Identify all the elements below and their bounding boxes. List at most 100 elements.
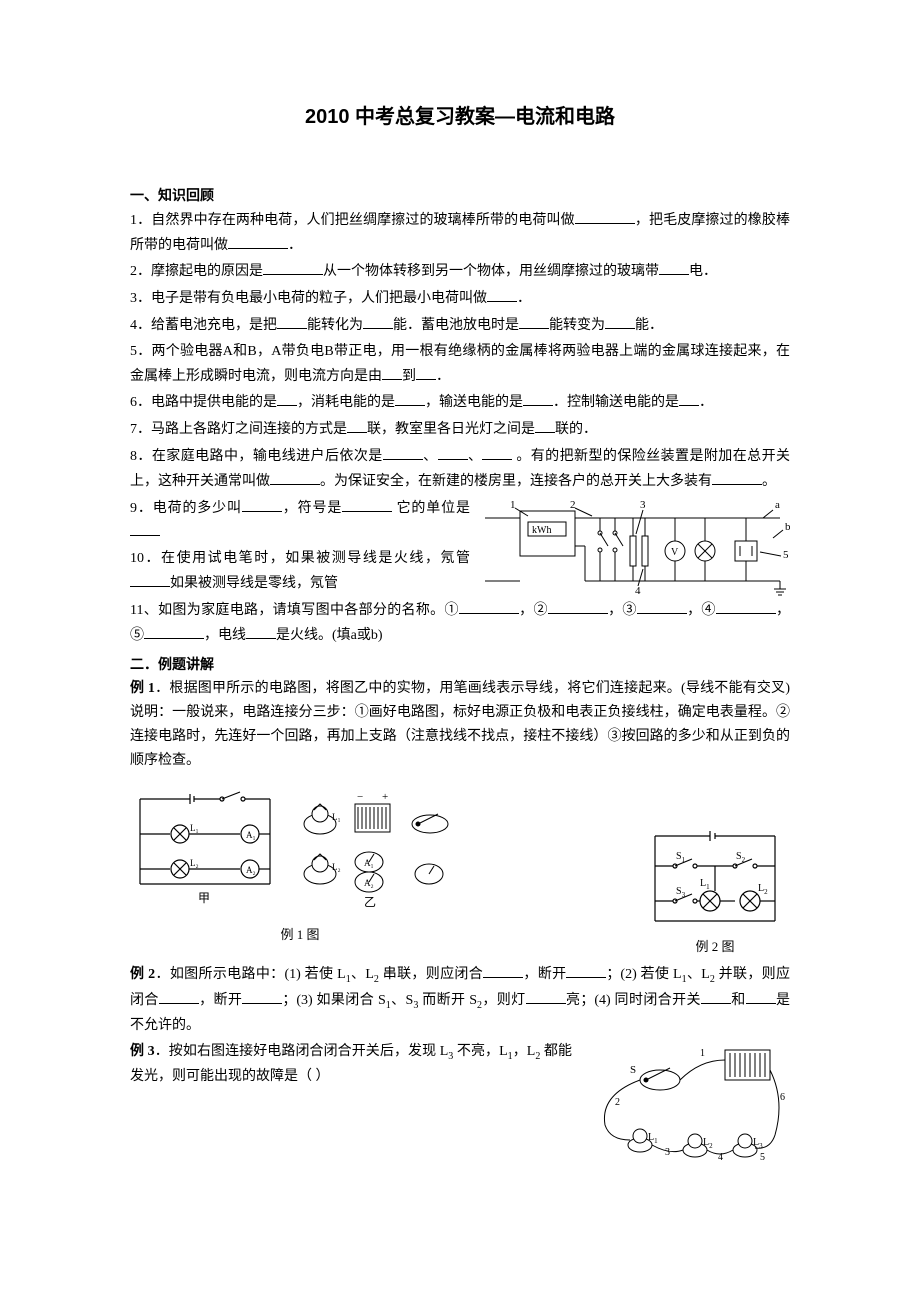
svg-text:2: 2 — [615, 1097, 620, 1108]
blank — [263, 259, 323, 275]
q5-text-b: 到 — [402, 369, 416, 384]
svg-text:A₁: A₁ — [246, 830, 256, 840]
svg-text:L₁: L₁ — [332, 812, 341, 822]
blank — [637, 598, 687, 614]
q8: 8．在家庭电路中，输电线进户后依次是、、 。有的把新型的保险丝装置是附加在总开关… — [130, 444, 790, 494]
svg-text:L1: L1 — [648, 1132, 658, 1145]
ex2-d: ，断开 — [523, 967, 566, 982]
q1-text-a: 1．自然界中存在两种电荷，人们把丝绸摩擦过的玻璃棒所带的电荷叫做 — [130, 213, 575, 228]
ex2-l: ，则灯 — [482, 993, 526, 1008]
blank — [659, 259, 689, 275]
figure-ex2: S1 S2 S3 — [640, 826, 790, 946]
q6-text-e: ． — [699, 395, 713, 410]
blank — [679, 390, 699, 406]
figure-ex1: L₁ A₁ L₂ A₂ 甲 — [130, 784, 470, 946]
svg-text:a: a — [775, 499, 780, 511]
blank — [277, 390, 297, 406]
section-2-header: 二．例题讲解 — [130, 653, 790, 677]
svg-text:L2: L2 — [758, 883, 768, 896]
blank — [383, 444, 423, 460]
q5: 5．两个验电器A和B，A带负电B带正电，用一根有绝缘柄的金属棒将两验电器上端的金… — [130, 340, 790, 389]
q8-text-a: 8．在家庭电路中，输电线进户后依次是 — [130, 449, 383, 464]
ex2-b: 、L — [351, 967, 374, 982]
q2-text-a: 2．摩擦起电的原因是 — [130, 264, 263, 279]
fig1-caption: 例 1 图 — [130, 924, 470, 946]
blank — [487, 286, 517, 302]
svg-text:S: S — [630, 1064, 636, 1076]
q8-text-c: 、 — [468, 449, 483, 464]
blank — [575, 208, 635, 224]
q4-text-c: 能．蓄电池放电时是 — [393, 318, 519, 333]
svg-text:V: V — [671, 547, 679, 558]
svg-text:1: 1 — [510, 499, 516, 511]
ex1-label: 例 1 — [130, 681, 155, 696]
q6-text-c: ，输送电能的是 — [425, 395, 523, 410]
q2-text-b: 从一个物体转移到另一个物体，用丝绸摩擦过的玻璃带 — [323, 264, 659, 279]
blank — [246, 623, 276, 639]
q11-text-g: 是火线。(填a或b) — [276, 628, 383, 643]
ex2-a: ．如图所示电路中：(1) 若使 L — [155, 967, 346, 982]
q11-text-c: ，③ — [608, 603, 637, 618]
ex3-label: 例 3 — [130, 1044, 155, 1059]
q11: 11、如图为家庭电路，请填写图中各部分的名称。①，②，③，④，⑤，电线是火线。(… — [130, 598, 790, 648]
q4-text-e: 能． — [635, 318, 663, 333]
svg-text:2: 2 — [570, 499, 576, 511]
blank — [159, 988, 199, 1004]
q9-text-a: 9．电荷的多少叫 — [130, 501, 242, 516]
blank — [416, 364, 436, 380]
q4: 4．给蓄电池充电，是把能转化为能．蓄电池放电时是能转变为能． — [130, 313, 790, 338]
ex2-i: ；(3) 如果闭合 S — [282, 993, 385, 1008]
blank — [526, 988, 566, 1004]
ex2-label: 例 2 — [130, 967, 155, 982]
q11-text-a: 11、如图为家庭电路，请填写图中各部分的名称。① — [130, 603, 459, 618]
blank — [382, 364, 402, 380]
svg-text:b: b — [785, 521, 790, 533]
blank — [535, 417, 555, 433]
blank — [144, 623, 204, 639]
ex1-text: ．根据图甲所示的电路图，将图乙中的实物，用笔画线表示导线，将它们连接起来。(导线… — [130, 681, 790, 767]
blank — [712, 469, 762, 485]
q7: 7．马路上各路灯之间连接的方式是联，教室里各日光灯之间是联的． — [130, 417, 790, 442]
q10-text-a: 10．在使用试电笔时，如果被测导线是火线，氖管 — [130, 551, 470, 566]
section-1-header: 一、知识回顾 — [130, 184, 790, 208]
svg-text:1: 1 — [700, 1048, 705, 1059]
ex2-k: 而断开 S — [418, 993, 477, 1008]
svg-text:A₂: A₂ — [246, 865, 256, 875]
blank — [523, 390, 553, 406]
q7-text-a: 7．马路上各路灯之间连接的方式是 — [130, 422, 347, 437]
blank — [566, 962, 606, 978]
blank — [438, 444, 468, 460]
q11-text-d: ，④ — [687, 603, 716, 618]
q3: 3．电子是带有负电最小电荷的粒子，人们把最小电荷叫做． — [130, 286, 790, 311]
fig2-caption: 例 2 图 — [640, 936, 790, 958]
svg-text:L₂: L₂ — [190, 858, 199, 868]
q4-text-b: 能转化为 — [307, 318, 363, 333]
blank — [701, 988, 731, 1004]
blank — [746, 988, 776, 1004]
q6-text-a: 6．电路中提供电能的是 — [130, 395, 277, 410]
ex2-c: 串联，则应闭合 — [379, 967, 483, 982]
q5-text-a: 5．两个验电器A和B，A带负电B带正电，用一根有绝缘柄的金属棒将两验电器上端的金… — [130, 344, 790, 384]
svg-text:A₁: A₁ — [364, 858, 374, 868]
q7-text-b: 联，教室里各日光灯之间是 — [367, 422, 535, 437]
svg-text:5: 5 — [783, 549, 789, 561]
ex3-b: 不亮，L — [453, 1044, 507, 1059]
blank — [716, 598, 776, 614]
svg-text:L1: L1 — [700, 878, 710, 891]
blank — [130, 520, 160, 536]
q6-text-d: ．控制输送电能的是 — [553, 395, 679, 410]
q9-text-b: ，符号是 — [282, 501, 342, 516]
blank — [395, 390, 425, 406]
page-title: 2010 中考总复习教案—电流和电路 — [130, 100, 790, 134]
ex3-c: ，L — [513, 1044, 536, 1059]
q4-text-d: 能转变为 — [549, 318, 605, 333]
svg-text:kWh: kWh — [532, 525, 551, 536]
svg-text:S2: S2 — [736, 851, 746, 864]
q3-text-b: ． — [517, 291, 531, 306]
blank — [270, 469, 320, 485]
q8-text-f: 。 — [762, 474, 776, 489]
svg-text:4: 4 — [635, 585, 641, 596]
circuit-diagram-icon: kWh 1 2 — [480, 496, 790, 596]
figure-row-ex1-ex2: L₁ A₁ L₂ A₂ 甲 — [130, 784, 790, 946]
blank — [130, 571, 170, 587]
